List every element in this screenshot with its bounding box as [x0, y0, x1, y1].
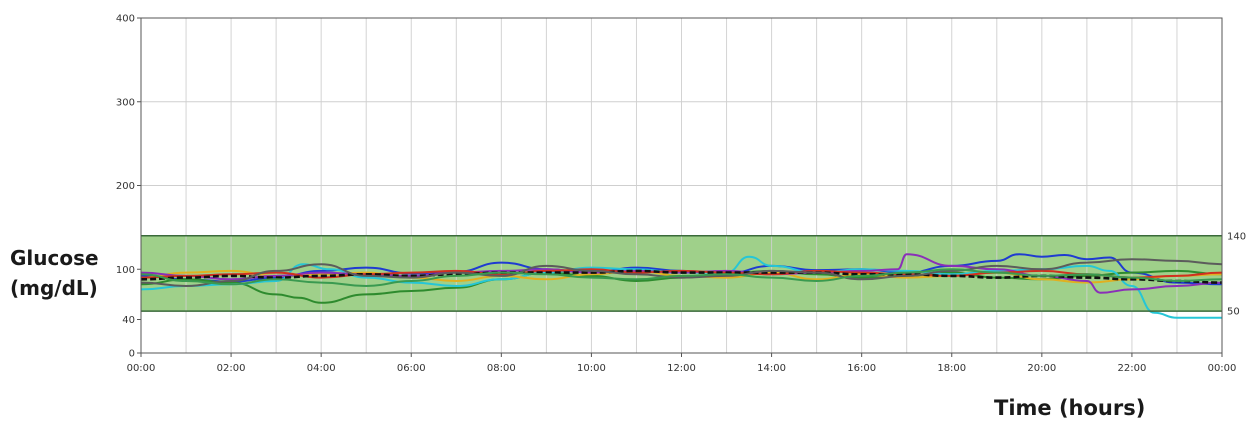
y-tick-label: 100 — [116, 265, 135, 276]
y-tick-label: 300 — [116, 97, 135, 108]
x-tick-label: 06:00 — [397, 363, 426, 374]
series-line-8 — [140, 258, 1223, 287]
x-tick-label: 08:00 — [487, 363, 516, 374]
x-tick-label: 16:00 — [847, 363, 876, 374]
series-line-9 — [140, 268, 1223, 287]
target-range-low-label: 50 — [1227, 307, 1240, 318]
y-axis-label: Glucose (mg/dL) — [10, 243, 120, 303]
x-tick-label: 14:00 — [757, 363, 786, 374]
x-tick-label: 04:00 — [307, 363, 336, 374]
x-axis-ticks: 00:00 02:00 04:00 06:00 08:00 10:00 12:00 14:00… — [127, 353, 1237, 374]
x-tick-label: 00:00 — [127, 363, 156, 374]
x-tick-label: 20:00 — [1027, 363, 1056, 374]
x-tick-label: 18:00 — [937, 363, 966, 374]
y-axis-label-line1: Glucose — [10, 246, 99, 270]
x-tick-label: 22:00 — [1118, 363, 1147, 374]
y-axis-label-line2: (mg/dL) — [10, 276, 98, 300]
grid-layer — [141, 18, 1222, 353]
series-line-5 — [140, 253, 1223, 294]
x-tick-label: 12:00 — [667, 363, 696, 374]
y-axis-ticks: 0 40 100 200 300 400 — [116, 14, 141, 360]
target-range-high-label: 140 — [1227, 231, 1246, 242]
y-tick-label: 40 — [122, 315, 135, 326]
y-tick-label: 200 — [116, 181, 135, 192]
target-range-labels: 140 50 — [1227, 231, 1246, 317]
x-tick-label: 02:00 — [217, 363, 246, 374]
y-tick-label: 400 — [116, 14, 135, 25]
series-line-6 — [140, 268, 1223, 279]
series-layer — [140, 253, 1223, 319]
x-axis-label: Time (hours) — [994, 396, 1146, 420]
y-tick-label: 0 — [129, 349, 135, 360]
x-tick-label: 00:00 — [1208, 363, 1237, 374]
x-tick-label: 10:00 — [577, 363, 606, 374]
